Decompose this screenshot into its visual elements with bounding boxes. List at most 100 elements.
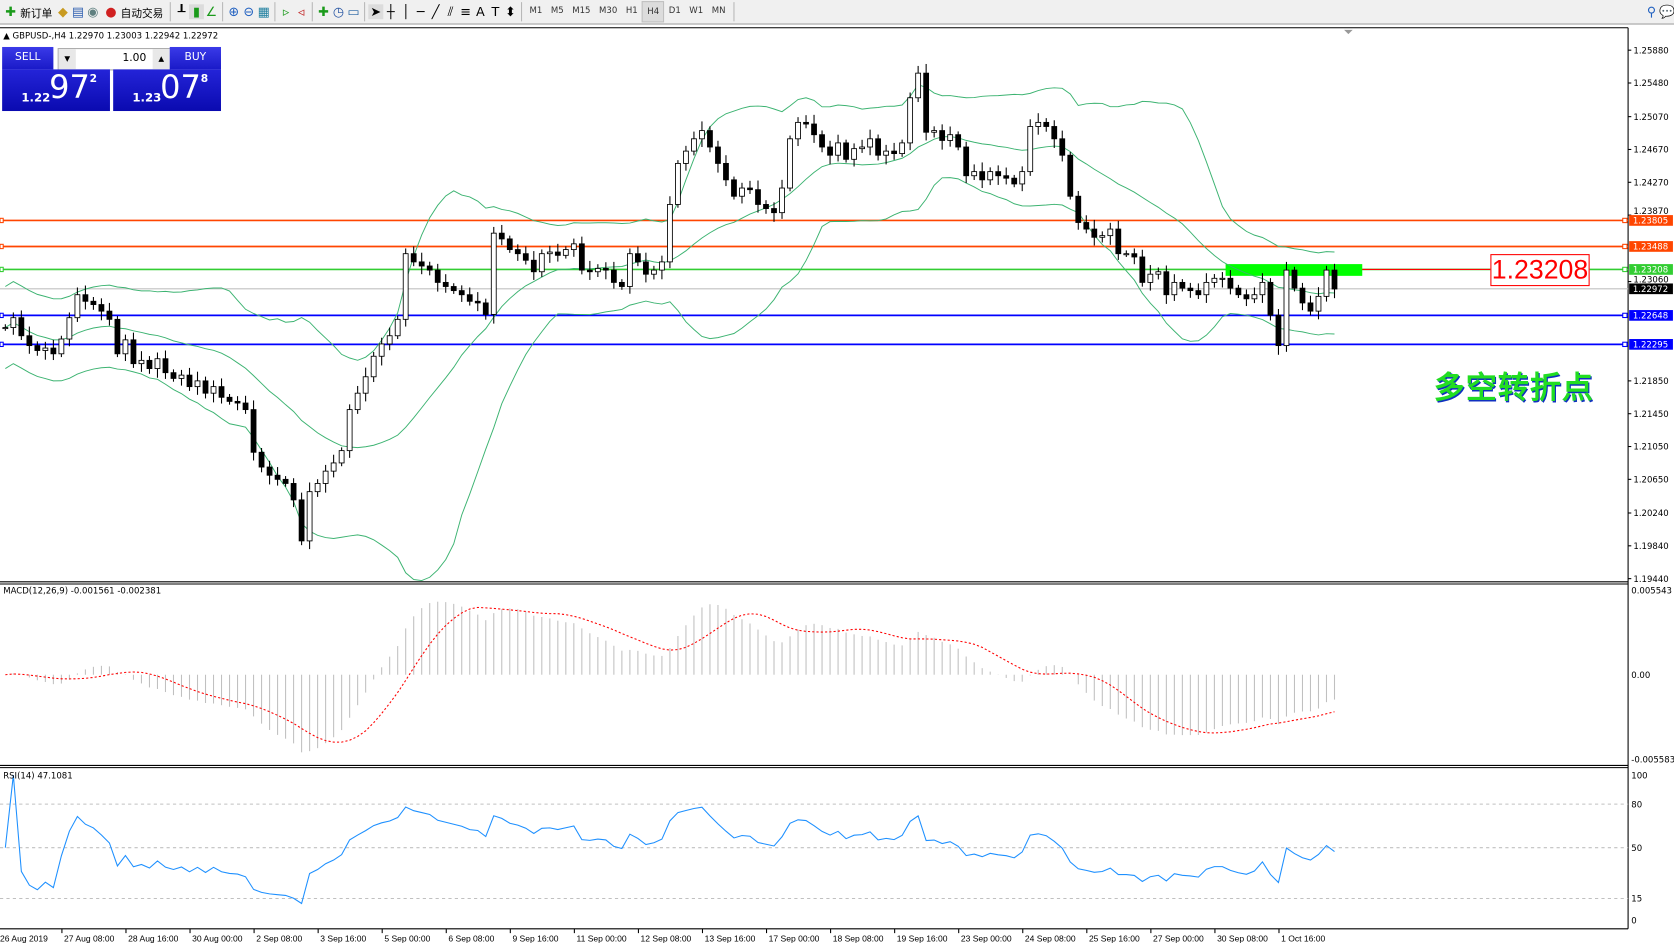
candle-body xyxy=(675,162,681,205)
price-tag-support xyxy=(1629,310,1673,321)
separator xyxy=(222,2,224,22)
timeframe-m1[interactable]: M1 xyxy=(529,5,543,15)
collapse-triangle-icon[interactable]: ▲ xyxy=(3,30,13,41)
price-tick-label: 1.23870 xyxy=(1633,207,1668,217)
trendline-icon[interactable]: ╱ xyxy=(431,4,440,20)
new-order-icon: ✚ xyxy=(5,4,17,20)
candle xyxy=(1315,287,1322,320)
candle-body xyxy=(1051,126,1058,140)
lot-input[interactable]: 1.00 xyxy=(122,52,147,65)
candle-body xyxy=(394,318,401,337)
vertical-line-icon[interactable]: │ xyxy=(401,4,410,20)
candle xyxy=(1171,274,1178,301)
ask-pips: 07 xyxy=(160,69,201,107)
candle-body xyxy=(242,402,249,411)
candle-body xyxy=(250,409,257,453)
indicators-icon[interactable]: ✚ xyxy=(318,4,329,20)
lot-increase-button[interactable]: ▲ xyxy=(152,49,170,70)
candle-body xyxy=(610,269,617,283)
candle xyxy=(1131,248,1138,265)
time-tick-label: 5 Sep 00:00 xyxy=(384,934,430,944)
time-tick-label: 1 Oct 16:00 xyxy=(1281,934,1325,944)
zoom-out-icon[interactable]: ⊖ xyxy=(243,4,255,20)
periods-clock-icon[interactable]: ◷ xyxy=(332,4,345,20)
chart-shift-icon[interactable]: ◃ xyxy=(297,4,305,20)
rsi-tick-label: 100 xyxy=(1631,771,1647,781)
timeframe-m5[interactable]: M5 xyxy=(550,5,564,15)
time-tick-label: 18 Sep 08:00 xyxy=(833,934,884,944)
candle xyxy=(538,249,545,277)
candle-body xyxy=(1203,281,1210,296)
text-icon[interactable]: A xyxy=(476,4,485,20)
candle xyxy=(482,298,489,320)
candle xyxy=(1019,166,1026,192)
candle xyxy=(370,351,377,383)
candle-body xyxy=(346,409,353,452)
bar-chart-icon[interactable]: ┸ xyxy=(177,4,186,20)
horizontal-line-icon[interactable]: ─ xyxy=(416,4,425,20)
timeframe-h1[interactable]: H1 xyxy=(625,5,638,15)
timeframe-w1[interactable]: W1 xyxy=(689,5,704,15)
candle-body xyxy=(114,318,121,355)
tile-windows-icon[interactable]: ▦ xyxy=(257,4,270,20)
candle-body xyxy=(1139,256,1146,283)
ask-price[interactable]: 1.23 07 8 xyxy=(113,69,221,112)
signals-icon[interactable]: ◉ xyxy=(87,4,99,20)
timeframe-d1[interactable]: D1 xyxy=(668,5,681,15)
buy-button[interactable]: BUY xyxy=(169,46,221,70)
auto-scroll-icon[interactable]: ▹ xyxy=(282,4,290,20)
candle-body xyxy=(899,142,906,154)
candle xyxy=(1259,273,1266,303)
new-order-button[interactable]: ✚ 新订单 xyxy=(0,1,56,22)
zoom-in-icon[interactable]: ⊕ xyxy=(228,4,240,20)
auto-trading-button[interactable]: ● 自动交易 xyxy=(100,1,166,22)
pivot-caption[interactable]: 多空转折点 xyxy=(1433,369,1594,406)
candle xyxy=(787,135,793,192)
candle xyxy=(130,332,137,368)
candle-body xyxy=(1003,175,1010,179)
candle xyxy=(771,202,777,222)
candle xyxy=(290,478,297,508)
equidistant-channel-icon[interactable]: ⫽ xyxy=(447,4,454,20)
candle-body xyxy=(410,253,417,263)
timeframe-m30[interactable]: M30 xyxy=(599,5,618,15)
search-icon[interactable]: ⚲ xyxy=(1646,4,1657,20)
lot-decrease-button[interactable]: ▼ xyxy=(58,49,76,70)
fibonacci-icon[interactable]: ≡ xyxy=(460,4,471,20)
lot-size-stepper[interactable]: ▼ 1.00 ▲ xyxy=(57,48,171,71)
bid-price[interactable]: 1.22 97 2 xyxy=(2,69,110,112)
candle-body xyxy=(282,478,289,484)
timeframe-m15[interactable]: M15 xyxy=(572,5,591,15)
cursor-icon[interactable]: ➤ xyxy=(368,4,384,20)
templates-icon[interactable]: ▭ xyxy=(347,4,360,20)
candle xyxy=(58,335,65,358)
text-label-icon[interactable]: T xyxy=(491,4,500,20)
crosshair-icon[interactable]: ┼ xyxy=(386,4,395,20)
time-tick-label: 28 Aug 16:00 xyxy=(128,934,179,944)
pivot-price-label[interactable]: 1.23208 xyxy=(1490,254,1590,287)
candle xyxy=(1195,283,1202,299)
timeframe-h4[interactable]: H4 xyxy=(641,1,665,23)
candle-body xyxy=(26,335,33,347)
candle xyxy=(915,65,922,103)
timeframe-mn[interactable]: MN xyxy=(711,5,726,15)
arrows-icon[interactable]: ⬍ xyxy=(504,4,516,20)
line-chart-icon[interactable]: ∠ xyxy=(205,4,218,20)
chat-icon[interactable]: 💬 xyxy=(1659,4,1674,20)
candlestick-chart-icon[interactable]: ▮ xyxy=(188,4,204,20)
navigator-icon[interactable]: ▤ xyxy=(71,4,84,20)
level-handle xyxy=(1622,266,1628,273)
candle-body xyxy=(1323,269,1330,297)
candle-body xyxy=(594,268,601,273)
candle-body xyxy=(18,317,25,337)
time-tick-label: 13 Sep 16:00 xyxy=(705,934,756,944)
candle xyxy=(659,255,665,280)
metaeditor-icon[interactable]: ◆ xyxy=(58,4,68,20)
candle xyxy=(1203,273,1210,303)
candle-body xyxy=(1043,121,1050,127)
candle xyxy=(466,287,473,306)
bid-prefix: 1.22 xyxy=(21,90,51,105)
sell-button[interactable]: SELL xyxy=(2,46,54,70)
time-tick-label: 17 Sep 00:00 xyxy=(769,934,820,944)
